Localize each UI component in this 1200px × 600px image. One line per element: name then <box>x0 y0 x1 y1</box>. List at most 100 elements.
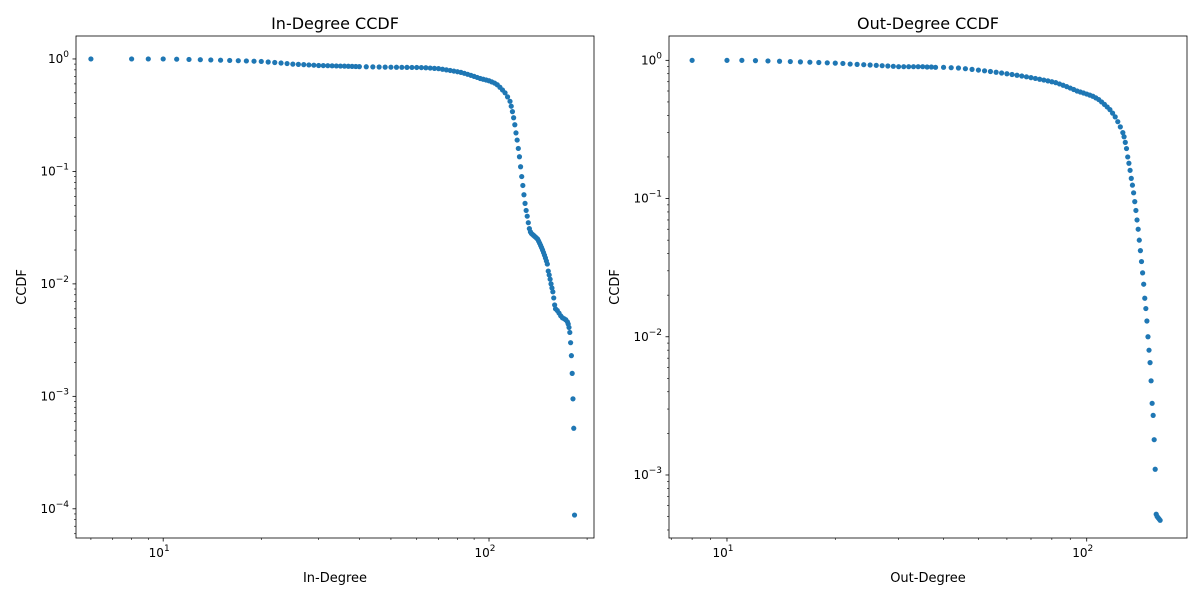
data-point <box>548 281 554 287</box>
data-point <box>1147 360 1153 366</box>
data-point <box>418 64 424 71</box>
y-tick-label: 10−4 <box>40 500 69 516</box>
data-point <box>525 220 531 226</box>
data-point <box>235 58 241 64</box>
data-point <box>969 66 975 72</box>
data-point <box>948 65 954 71</box>
data-point <box>1151 437 1157 443</box>
data-point <box>227 57 233 64</box>
data-point <box>920 64 926 70</box>
data-point <box>523 207 529 214</box>
data-point <box>550 289 556 295</box>
data-point <box>329 63 335 69</box>
data-point <box>265 59 271 65</box>
data-point <box>1045 78 1051 84</box>
data-point <box>568 353 574 359</box>
data-point <box>316 62 322 69</box>
data-point <box>502 90 508 96</box>
data-point <box>552 302 558 308</box>
data-point <box>1019 73 1025 79</box>
data-point <box>217 57 224 63</box>
data-point <box>243 58 249 64</box>
data-point <box>1122 139 1128 145</box>
data-point <box>509 109 516 115</box>
data-point <box>906 64 912 70</box>
data-point <box>571 512 578 518</box>
data-point <box>514 137 520 143</box>
x-tick-label: 101 <box>149 544 170 560</box>
data-point <box>520 182 526 189</box>
data-point <box>197 57 203 63</box>
data-point <box>301 62 307 68</box>
y-tick-label: 10−2 <box>633 328 662 344</box>
data-point <box>88 56 94 62</box>
data-point <box>1128 175 1134 181</box>
data-point <box>962 66 968 72</box>
chart-in-degree: In-Degree CCDF In-Degree CCDF 101 102 10−4… <box>15 14 595 586</box>
data-point <box>807 59 813 65</box>
data-points <box>88 56 578 518</box>
data-point <box>1152 466 1158 472</box>
data-point <box>1117 124 1123 130</box>
data-point <box>431 65 438 71</box>
data-point <box>1135 226 1141 232</box>
data-point <box>337 63 344 69</box>
data-point <box>404 64 410 70</box>
data-point <box>174 56 180 62</box>
data-point <box>1127 167 1133 173</box>
chart-title: Out-Degree CCDF <box>857 14 999 33</box>
data-point <box>356 64 362 70</box>
data-point <box>569 370 575 376</box>
data-point <box>515 145 521 152</box>
data-point <box>901 64 907 70</box>
data-point <box>873 62 879 68</box>
y-axis-label: CCDF <box>608 269 623 305</box>
data-point <box>341 63 348 69</box>
data-point <box>516 154 523 160</box>
data-point <box>1136 237 1142 243</box>
data-point <box>1143 305 1149 312</box>
data-point <box>567 329 573 336</box>
data-point <box>854 61 860 67</box>
data-point <box>928 64 934 70</box>
data-point <box>1126 160 1132 166</box>
data-point <box>570 396 576 402</box>
data-point <box>311 62 317 68</box>
data-point <box>1121 134 1127 140</box>
plot-frame <box>75 35 595 539</box>
data-point <box>414 64 420 71</box>
data-point <box>1109 110 1116 116</box>
data-point <box>388 64 394 70</box>
data-point <box>776 58 783 64</box>
data-point <box>1157 517 1163 523</box>
data-point <box>1131 190 1137 196</box>
data-point <box>1004 71 1010 77</box>
axis-ticks: 101 102 10−4 10−3 10−2 10−1 100 <box>40 50 588 560</box>
data-point <box>325 63 331 69</box>
data-point <box>932 64 939 70</box>
data-point <box>1129 182 1136 188</box>
data-point <box>1148 378 1154 384</box>
data-point <box>955 65 962 71</box>
data-point <box>160 56 166 62</box>
data-point <box>513 130 519 136</box>
data-point <box>840 60 846 67</box>
x-axis-label: Out-Degree <box>890 571 966 586</box>
data-point <box>1142 295 1148 301</box>
data-point <box>981 68 988 74</box>
data-point <box>320 62 326 69</box>
data-point <box>861 62 867 68</box>
data-point <box>507 98 513 104</box>
data-point <box>1140 270 1146 276</box>
data-point <box>524 213 530 219</box>
data-point <box>787 58 793 65</box>
data-point <box>1150 412 1156 418</box>
data-point <box>349 63 355 69</box>
data-point <box>345 63 351 69</box>
data-point <box>1028 75 1034 81</box>
data-point <box>568 340 574 346</box>
data-point <box>975 67 982 73</box>
data-point <box>1133 207 1139 214</box>
data-point <box>376 64 382 70</box>
data-point <box>910 64 917 70</box>
